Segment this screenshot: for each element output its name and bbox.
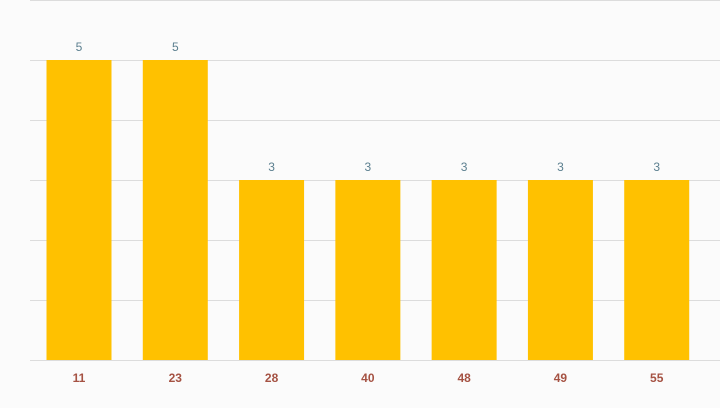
bar-value-label: 5 (172, 40, 179, 54)
bar-value-label: 5 (76, 40, 83, 54)
bar (431, 180, 497, 360)
bar (142, 60, 208, 360)
x-tick-label: 11 (73, 371, 86, 385)
x-tick-label: 49 (554, 371, 568, 385)
bar-value-label: 3 (268, 160, 275, 174)
bar (46, 60, 112, 360)
bar (527, 180, 593, 360)
x-tick-label: 55 (650, 371, 664, 385)
x-tick-label: 40 (361, 371, 375, 385)
x-tick-label: 23 (169, 371, 183, 385)
x-tick-label: 28 (265, 371, 279, 385)
bar (624, 180, 690, 360)
bar-value-label: 3 (557, 160, 564, 174)
bar-value-label: 3 (365, 160, 372, 174)
bar-value-label: 3 (461, 160, 468, 174)
bar (239, 180, 305, 360)
bar (335, 180, 401, 360)
bar-value-label: 3 (653, 160, 660, 174)
x-tick-label: 48 (457, 371, 471, 385)
